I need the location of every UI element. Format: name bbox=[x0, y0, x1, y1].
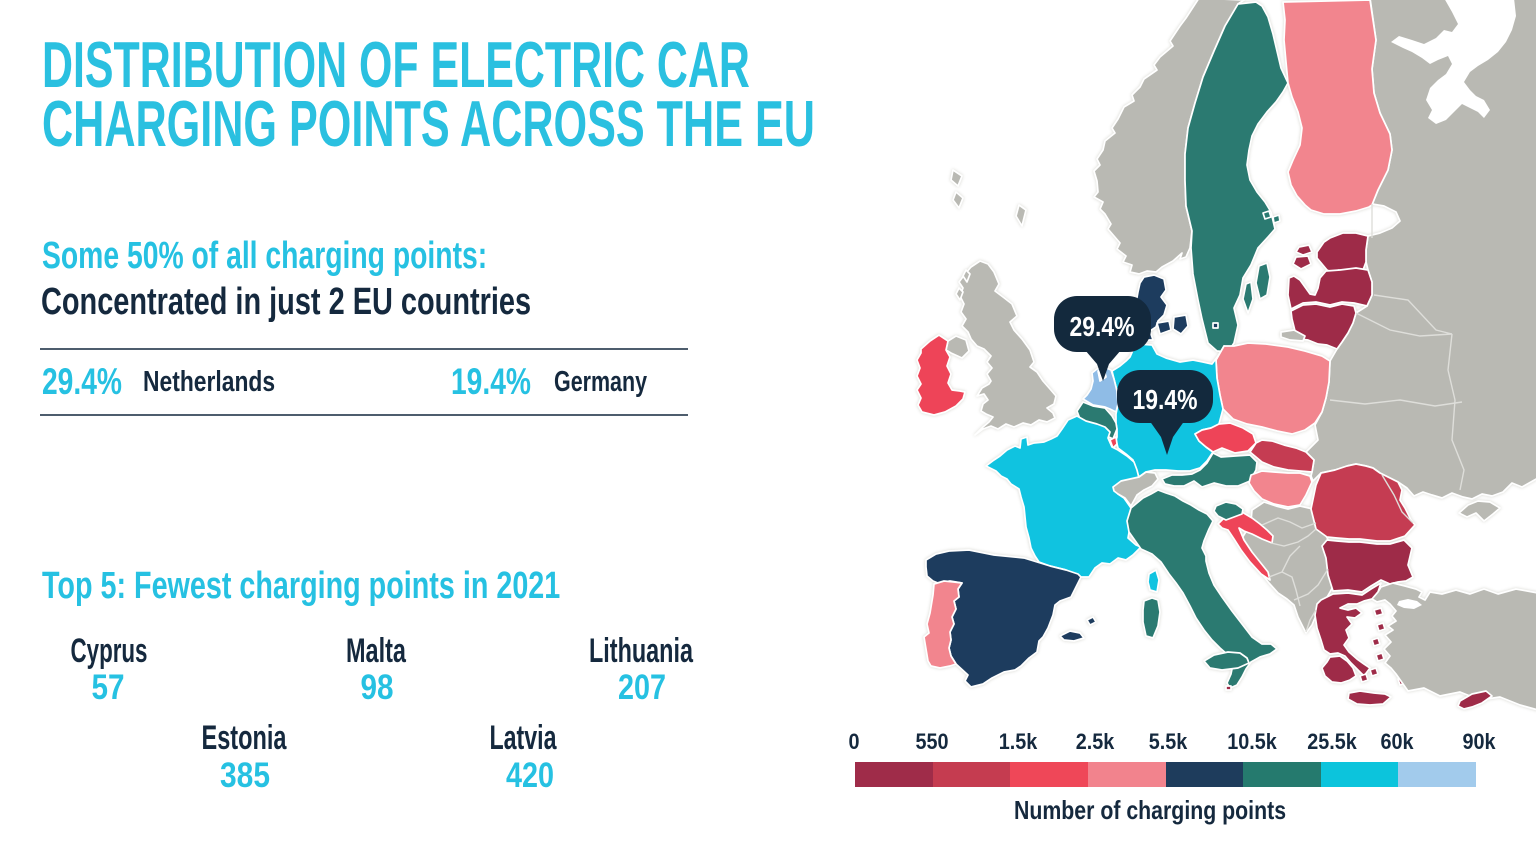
svg-text:19.4%: 19.4% bbox=[1133, 384, 1198, 415]
svg-text:29.4%: 29.4% bbox=[1070, 311, 1135, 342]
